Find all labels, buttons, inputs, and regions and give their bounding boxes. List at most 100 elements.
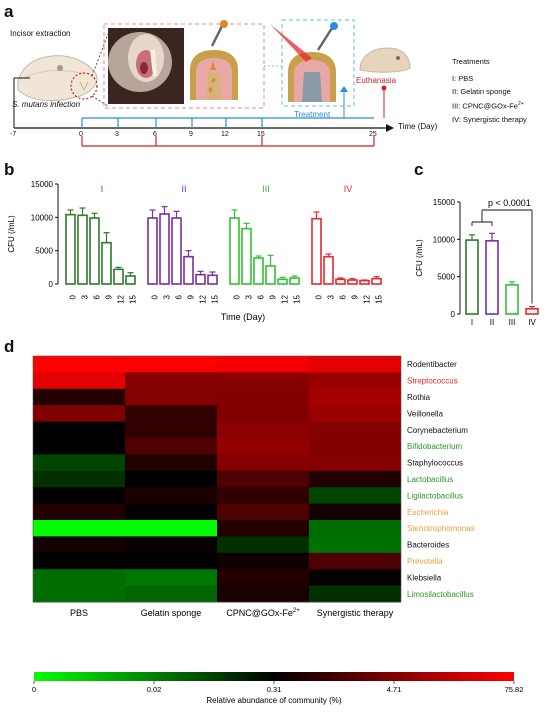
column-label: Synergistic therapy (317, 608, 394, 618)
heatmap-cell (217, 552, 309, 570)
bar (335, 278, 346, 285)
heatmap-cell (217, 372, 309, 390)
heatmap-cell (217, 536, 309, 554)
heatmap-cell (309, 536, 401, 554)
heatmap-cell (309, 552, 401, 570)
timeline-tick: -7 (10, 131, 17, 138)
series-label: IV (344, 184, 353, 194)
row-label: Bifidobacterium (407, 442, 462, 451)
colorbar-tick-label: 75.82 (505, 685, 524, 694)
colorbar (34, 672, 514, 681)
series-label: II (181, 184, 186, 194)
heatmap-cell (217, 438, 309, 455)
x-tick-label: 6 (175, 294, 184, 299)
x-tick-label: 12 (117, 294, 126, 303)
x-tick-label: 9 (269, 294, 278, 299)
x-tick-label: 12 (363, 294, 372, 303)
heatmap-cell (125, 536, 217, 554)
tooth-treatment-icon (270, 22, 338, 102)
row-label: Bacteroides (407, 541, 449, 550)
heatmap-cell (125, 585, 217, 603)
x-tick-label: 0 (315, 294, 324, 299)
heatmap-cell (309, 421, 401, 439)
heatmap-cell (309, 388, 401, 406)
row-label: Prevotella (407, 557, 443, 566)
heatmap-cell (309, 585, 401, 603)
heatmap-cell (125, 438, 217, 455)
y-tick-label: 15000 (31, 180, 54, 189)
heatmap-cell (125, 356, 217, 373)
heatmap-cell (33, 421, 125, 439)
heatmap-cell (33, 470, 125, 488)
mouse-head-illustration (17, 55, 98, 102)
row-label: Staphylococcus (407, 459, 463, 468)
bar (253, 257, 264, 285)
heatmap-cell (217, 487, 309, 505)
row-label: Klebsiella (407, 573, 442, 582)
heatmap-cell (125, 405, 217, 423)
heatmap-cell (125, 372, 217, 390)
row-label: Stenotrophomonas (407, 524, 475, 533)
heatmap-cell (309, 438, 401, 455)
x-axis-label: Time (Day) (221, 312, 265, 322)
column-label: CPNC@GOx-Fe2+ (226, 608, 300, 618)
treatment-label: Treatment (294, 110, 331, 119)
treatment-item: IV: Synergistic therapy (452, 114, 527, 124)
column-label: PBS (70, 608, 88, 618)
colorbar-tick-label: 0.31 (267, 685, 282, 694)
heatmap-border (32, 355, 402, 603)
y-tick-label: 5000 (35, 247, 53, 256)
tooth-infection-icon (190, 20, 238, 100)
row-label: Ligilactobacillus (407, 491, 463, 500)
bar (311, 217, 322, 285)
panel-letter-d: d (4, 337, 15, 356)
treatment-item: II: Gelatin sponge (452, 87, 511, 96)
row-label: Limosilactobacillus (407, 590, 474, 599)
heatmap-cell (217, 405, 309, 423)
x-tick-label: 3 (245, 294, 254, 299)
timeline-tick: 9 (189, 131, 193, 138)
timeline-tick: 6 (153, 131, 157, 138)
bar (289, 277, 300, 285)
heatmap-cell (33, 552, 125, 570)
heatmap-cell (309, 487, 401, 505)
superscript: 2+ (517, 101, 524, 107)
heatmap-cell (309, 405, 401, 423)
column-label: Gelatin sponge (141, 608, 202, 618)
x-tick-label: 0 (69, 294, 78, 299)
p-value-annotation: p < 0.0001 (488, 198, 531, 208)
heatmap-cell (33, 585, 125, 603)
colorbar-tick-label: 0.02 (147, 685, 162, 694)
row-label: Streptococcus (407, 377, 458, 386)
heatmap-cell (217, 356, 309, 373)
bar (113, 268, 124, 285)
bar (465, 239, 479, 315)
heatmap-cell (217, 388, 309, 406)
bar (371, 277, 382, 285)
x-tick-label: IV (528, 318, 536, 327)
heatmap-cell (217, 503, 309, 521)
bar (359, 279, 370, 285)
heatmap-cell (33, 438, 125, 455)
heatmap-cell (217, 454, 309, 472)
timeline-tick: 12 (221, 131, 229, 138)
mouse-mouth-photo (108, 28, 184, 104)
panel-letter-a: a (4, 2, 14, 21)
timeline-tick: 3 (115, 131, 119, 138)
x-tick-label: I (471, 318, 473, 327)
heatmap-cell (33, 503, 125, 521)
row-label: Escherichia (407, 508, 449, 517)
heatmap-cell (125, 454, 217, 472)
x-tick-label: 3 (163, 294, 172, 299)
heatmap-cell (33, 405, 125, 423)
heatmap-cell (33, 454, 125, 472)
bar (183, 255, 194, 285)
bar (505, 284, 519, 315)
bar (229, 217, 240, 285)
heatmap-cell (217, 585, 309, 603)
y-tick-label: 15000 (433, 198, 456, 207)
timeline-tick: 0 (79, 131, 83, 138)
treatment-item: III: CPNC@GOx-Fe2+ (452, 98, 548, 113)
x-tick-label: 6 (257, 294, 266, 299)
